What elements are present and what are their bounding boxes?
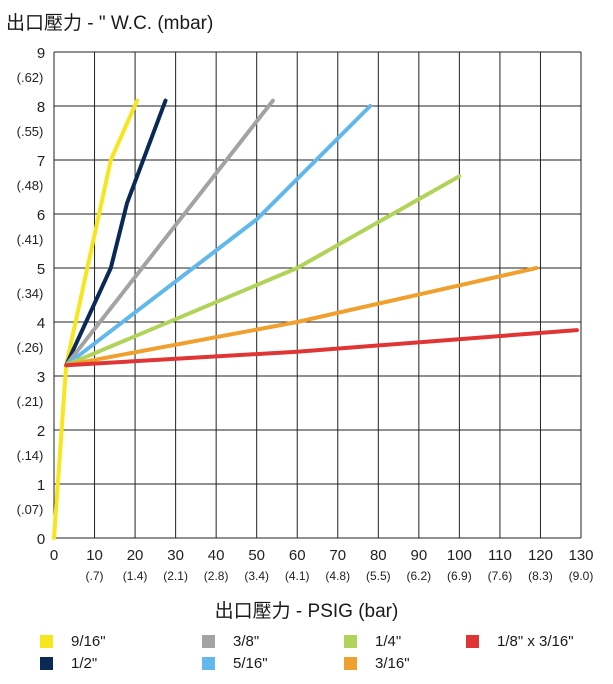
series-line-5-16 bbox=[64, 104, 373, 368]
x-tick-label: 50 bbox=[248, 547, 265, 564]
y-tick-sublabel: (.62) bbox=[17, 70, 44, 85]
x-tick-label: 80 bbox=[370, 547, 387, 564]
legend-label: 1/2" bbox=[71, 654, 98, 672]
y-tick-sublabel: (.14) bbox=[17, 448, 44, 463]
legend-item: 3/8" bbox=[202, 632, 259, 650]
y-tick-label: 2 bbox=[37, 423, 45, 440]
series-line-1-4 bbox=[64, 174, 462, 368]
x-tick-label: 90 bbox=[411, 547, 428, 564]
x-tick-sublabel: (7.6) bbox=[488, 569, 513, 583]
y-tick-sublabel: (.26) bbox=[17, 340, 44, 355]
x-tick-label: 110 bbox=[488, 547, 512, 564]
y-tick-label: 6 bbox=[37, 207, 45, 224]
y-tick-label: 4 bbox=[37, 315, 45, 332]
legend-item: 1/4" bbox=[344, 632, 401, 650]
series-line-3-8 bbox=[64, 98, 275, 368]
y-tick-label: 8 bbox=[37, 99, 45, 116]
y-tick-label: 5 bbox=[37, 261, 45, 278]
y-tick-label: 0 bbox=[37, 531, 45, 548]
x-tick-label: 60 bbox=[289, 547, 306, 564]
y-tick-sublabel: (.34) bbox=[17, 286, 44, 301]
y-tick-label: 7 bbox=[37, 153, 45, 170]
x-tick-sublabel: (4.1) bbox=[285, 569, 310, 583]
x-tick-label: 40 bbox=[208, 547, 225, 564]
legend-label: 1/8" x 3/16" bbox=[497, 632, 574, 650]
y-tick-label: 3 bbox=[37, 369, 45, 386]
x-tick-label: 30 bbox=[167, 547, 184, 564]
legend-label: 3/16" bbox=[375, 654, 410, 672]
y-tick-sublabel: (.41) bbox=[17, 232, 44, 247]
x-tick-sublabel: (9.0) bbox=[569, 569, 594, 583]
x-tick-sublabel: (1.4) bbox=[123, 569, 148, 583]
legend-label: 9/16" bbox=[71, 632, 106, 650]
x-axis-title: 出口壓力 - PSIG (bar) bbox=[214, 601, 399, 622]
series-line-9-16 bbox=[52, 98, 140, 540]
x-tick-sublabel: (2.1) bbox=[163, 569, 188, 583]
y-tick-sublabel: (.48) bbox=[17, 178, 44, 193]
x-tick-label: 130 bbox=[568, 547, 593, 564]
legend-item: 3/16" bbox=[344, 654, 410, 672]
y-tick-sublabel: (.21) bbox=[17, 394, 44, 409]
legend: 9/16" 1/2" 3/8" 5/16" 1/4" 3/16" 1/8" x 3/16" bbox=[40, 632, 610, 682]
legend-item: 1/2" bbox=[40, 654, 97, 672]
legend-item: 5/16" bbox=[202, 654, 268, 672]
x-tick-sublabel: (.7) bbox=[86, 569, 104, 583]
x-tick-sublabel: (3.4) bbox=[244, 569, 269, 583]
line-chart: 0 10(.7)20(1.4)30(2.1)40(2.8)50(3.4)60(4.… bbox=[17, 45, 594, 583]
x-tick-sublabel: (6.2) bbox=[407, 569, 432, 583]
y-tick-label: 9 bbox=[37, 45, 45, 62]
x-tick-sublabel: (2.8) bbox=[204, 569, 229, 583]
legend-label: 5/16" bbox=[233, 654, 268, 672]
legend-item: 1/8" x 3/16" bbox=[466, 632, 574, 650]
legend-swatch bbox=[466, 634, 479, 648]
grid-lines bbox=[53, 51, 582, 539]
x-tick-label: 20 bbox=[127, 547, 144, 564]
legend-swatch bbox=[344, 656, 357, 670]
x-tick-label: 70 bbox=[329, 547, 346, 564]
y-tick-label: 1 bbox=[37, 477, 45, 494]
x-tick-sublabel: (8.3) bbox=[528, 569, 553, 583]
series-line-1-8-x-3-16 bbox=[64, 328, 579, 368]
legend-swatch bbox=[40, 656, 53, 670]
legend-swatch bbox=[40, 634, 53, 648]
legend-item: 9/16" bbox=[40, 632, 106, 650]
legend-label: 3/8" bbox=[233, 632, 260, 650]
x-tick-label: 10 bbox=[86, 547, 103, 564]
series-lines bbox=[52, 98, 579, 540]
y-tick-sublabel: (.07) bbox=[17, 502, 44, 517]
series-line-3-16 bbox=[64, 266, 539, 368]
x-tick-label: 0 bbox=[50, 547, 58, 564]
y-tick-sublabel: (.55) bbox=[17, 124, 44, 139]
x-tick-label: 100 bbox=[447, 547, 472, 564]
chart-title: 出口壓力 - " W.C. (mbar) bbox=[6, 13, 214, 34]
x-tick-sublabel: (4.8) bbox=[325, 569, 350, 583]
legend-swatch bbox=[202, 634, 215, 648]
legend-swatch bbox=[344, 634, 357, 648]
legend-swatch bbox=[202, 656, 215, 670]
x-tick-label: 120 bbox=[528, 547, 553, 564]
x-tick-sublabel: (6.9) bbox=[447, 569, 472, 583]
x-tick-sublabel: (5.5) bbox=[366, 569, 391, 583]
axis-labels: 0 10(.7)20(1.4)30(2.1)40(2.8)50(3.4)60(4.… bbox=[17, 45, 594, 583]
series-line-1-2 bbox=[64, 98, 168, 368]
legend-label: 1/4" bbox=[375, 632, 402, 650]
